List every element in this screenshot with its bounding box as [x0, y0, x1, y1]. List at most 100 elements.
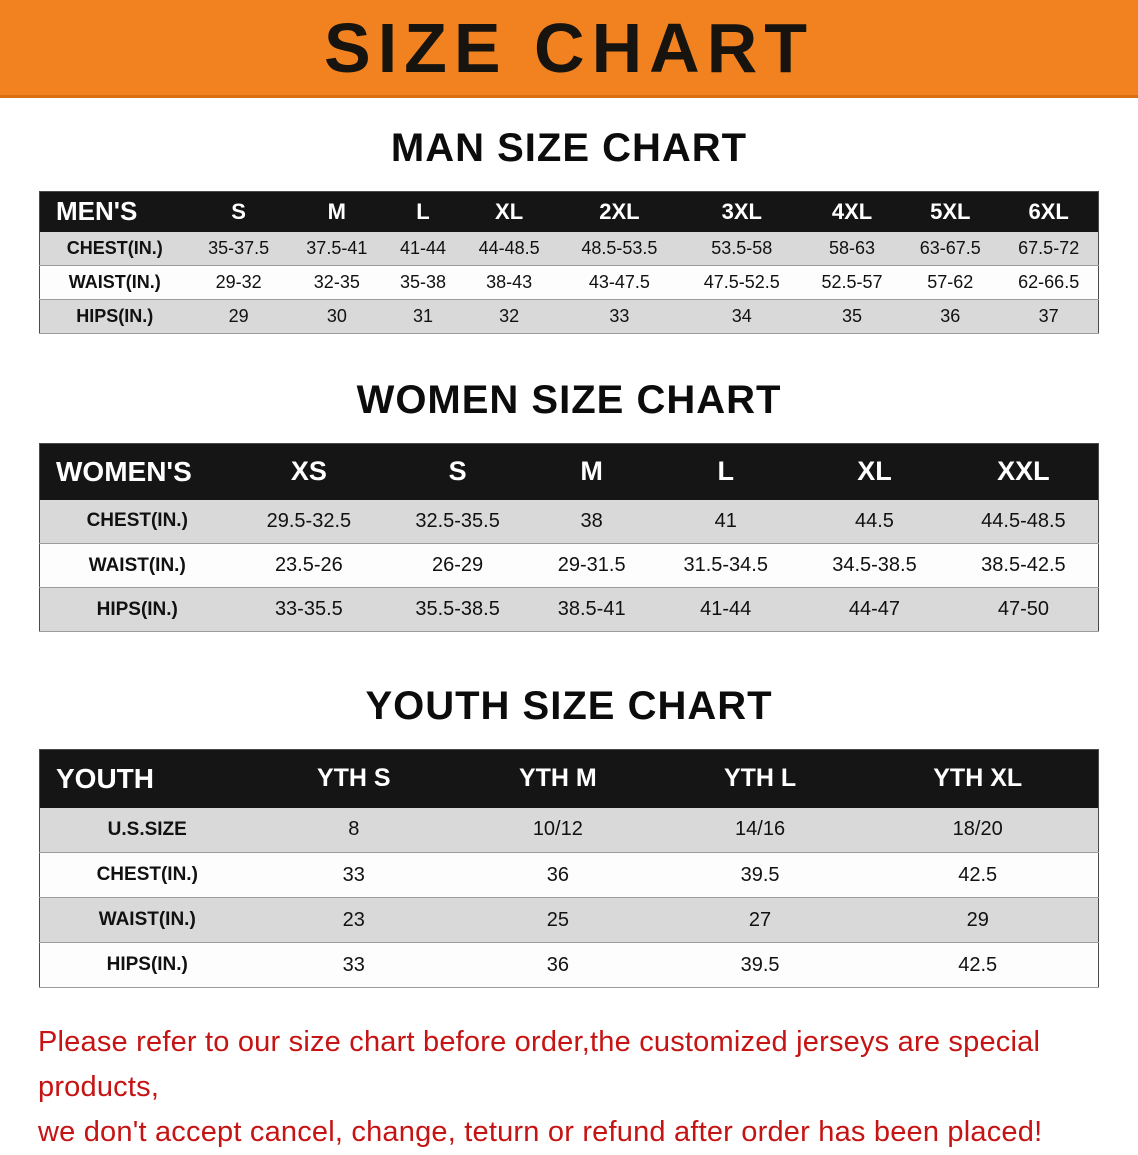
size-value-cell: 32-35: [287, 265, 386, 300]
size-value-cell: 32: [460, 299, 559, 334]
size-value-cell: 27: [662, 897, 858, 943]
size-column-header: 3XL: [680, 191, 803, 232]
measurement-label: HIPS(IN.): [39, 299, 190, 334]
table-header-label: YOUTH: [39, 749, 255, 808]
table-row: CHEST(IN.) 29.5-32.5 32.5-35.5 38 41 44.5 44.5…: [39, 499, 1099, 544]
size-column-header: XL: [800, 443, 949, 500]
size-value-cell: 26-29: [383, 543, 532, 588]
size-value-cell: 10/12: [453, 807, 663, 853]
size-column-header: 4XL: [802, 191, 902, 232]
size-value-cell: 41: [651, 499, 801, 544]
size-value-cell: 62-66.5: [999, 265, 1099, 300]
size-value-cell: 36: [453, 942, 663, 988]
size-value-cell: 42.5: [857, 852, 1099, 898]
size-value-cell: 29: [857, 897, 1099, 943]
size-value-cell: 38-43: [460, 265, 559, 300]
size-value-cell: 32.5-35.5: [383, 499, 532, 544]
size-column-header: XL: [460, 191, 559, 232]
size-column-header: S: [383, 443, 532, 500]
measurement-label: WAIST(IN.): [39, 543, 235, 588]
size-value-cell: 33-35.5: [234, 587, 384, 632]
size-value-cell: 42.5: [857, 942, 1099, 988]
size-column-header: YTH M: [453, 749, 663, 808]
size-value-cell: 48.5-53.5: [558, 231, 681, 266]
youth-size-section: YOUTH SIZE CHART YOUTH YTH S YTH M YTH L YTH…: [0, 684, 1138, 988]
size-value-cell: 14/16: [662, 807, 858, 853]
disclaimer: Please refer to our size chart before or…: [0, 1020, 1138, 1155]
women-section-title: WOMEN SIZE CHART: [356, 378, 782, 422]
size-value-cell: 35-37.5: [189, 231, 288, 266]
table-row: HIPS(IN.) 29 30 31 32 33 34 35 36 37: [39, 299, 1099, 334]
size-value-cell: 67.5-72: [999, 231, 1099, 266]
size-value-cell: 29.5-32.5: [234, 499, 384, 544]
table-header-label: MEN'S: [39, 191, 190, 232]
measurement-label: HIPS(IN.): [39, 942, 255, 988]
size-value-cell: 38: [531, 499, 652, 544]
size-value-cell: 33: [558, 299, 681, 334]
size-value-cell: 38.5-42.5: [948, 543, 1099, 588]
size-value-cell: 44-48.5: [460, 231, 559, 266]
size-value-cell: 30: [287, 299, 386, 334]
size-column-header: XXL: [948, 443, 1099, 500]
table-header-row: WOMEN'S XS S M L XL XXL: [39, 443, 1099, 500]
women-size-table: WOMEN'S XS S M L XL XXL CHEST(IN.) 29.5-32.5 32.5…: [39, 443, 1099, 632]
size-value-cell: 38.5-41: [531, 587, 652, 632]
size-value-cell: 39.5: [662, 942, 858, 988]
size-value-cell: 37: [999, 299, 1099, 334]
disclaimer-line-2: we don't accept cancel, change, teturn o…: [38, 1115, 1043, 1148]
men-section-title: MAN SIZE CHART: [390, 126, 748, 170]
size-column-header: M: [287, 191, 386, 232]
size-value-cell: 31: [385, 299, 460, 334]
size-value-cell: 36: [901, 299, 1000, 334]
size-value-cell: 23.5-26: [234, 543, 384, 588]
measurement-label: U.S.SIZE: [39, 807, 255, 853]
table-row: WAIST(IN.) 23.5-26 26-29 29-31.5 31.5-34.5 34…: [39, 543, 1099, 588]
size-value-cell: 63-67.5: [901, 231, 1000, 266]
size-value-cell: 44.5: [800, 499, 949, 544]
size-value-cell: 41-44: [651, 587, 801, 632]
youth-size-table: YOUTH YTH S YTH M YTH L YTH XL U.S.SIZE 8 10/12…: [39, 749, 1099, 988]
table-row: WAIST(IN.) 23 25 27 29: [39, 897, 1099, 943]
size-value-cell: 25: [453, 897, 663, 943]
size-column-header: L: [385, 191, 460, 232]
table-row: WAIST(IN.) 29-32 32-35 35-38 38-43 43-47.5 47.…: [39, 265, 1099, 300]
page-title: SIZE CHART: [324, 8, 814, 87]
size-value-cell: 23: [254, 897, 453, 943]
measurement-label: HIPS(IN.): [39, 587, 235, 632]
measurement-label: CHEST(IN.): [39, 852, 255, 898]
size-value-cell: 34.5-38.5: [800, 543, 949, 588]
table-row: HIPS(IN.) 33 36 39.5 42.5: [39, 942, 1099, 988]
size-value-cell: 44-47: [800, 587, 949, 632]
size-value-cell: 39.5: [662, 852, 858, 898]
size-value-cell: 53.5-58: [680, 231, 803, 266]
table-row: CHEST(IN.) 33 36 39.5 42.5: [39, 852, 1099, 898]
size-value-cell: 34: [680, 299, 803, 334]
table-row: U.S.SIZE 8 10/12 14/16 18/20: [39, 807, 1099, 853]
size-value-cell: 52.5-57: [802, 265, 902, 300]
size-value-cell: 33: [254, 942, 453, 988]
size-column-header: YTH XL: [857, 749, 1099, 808]
size-value-cell: 47-50: [948, 587, 1099, 632]
size-value-cell: 29-32: [189, 265, 288, 300]
size-value-cell: 29: [189, 299, 288, 334]
men-size-section: MAN SIZE CHART MEN'S S M L XL 2XL 3XL 4XL 5XL 6XL…: [0, 126, 1138, 334]
size-column-header: L: [651, 443, 801, 500]
measurement-label: WAIST(IN.): [39, 897, 255, 943]
size-value-cell: 35-38: [385, 265, 460, 300]
men-size-table: MEN'S S M L XL 2XL 3XL 4XL 5XL 6XL CHEST(IN.) 35-37…: [39, 191, 1099, 334]
size-column-header: YTH S: [254, 749, 453, 808]
size-column-header: 2XL: [558, 191, 681, 232]
size-value-cell: 44.5-48.5: [948, 499, 1099, 544]
size-column-header: 6XL: [999, 191, 1099, 232]
size-column-header: YTH L: [662, 749, 858, 808]
size-value-cell: 18/20: [857, 807, 1099, 853]
table-row: HIPS(IN.) 33-35.5 35.5-38.5 38.5-41 41-44 44-…: [39, 587, 1099, 632]
size-value-cell: 31.5-34.5: [651, 543, 801, 588]
size-column-header: S: [189, 191, 288, 232]
women-size-section: WOMEN SIZE CHART WOMEN'S XS S M L XL XXL CHEST(…: [0, 378, 1138, 632]
size-value-cell: 47.5-52.5: [680, 265, 803, 300]
size-value-cell: 58-63: [802, 231, 902, 266]
size-column-header: XS: [234, 443, 384, 500]
table-row: CHEST(IN.) 35-37.5 37.5-41 41-44 44-48.5 48.5…: [39, 231, 1099, 266]
